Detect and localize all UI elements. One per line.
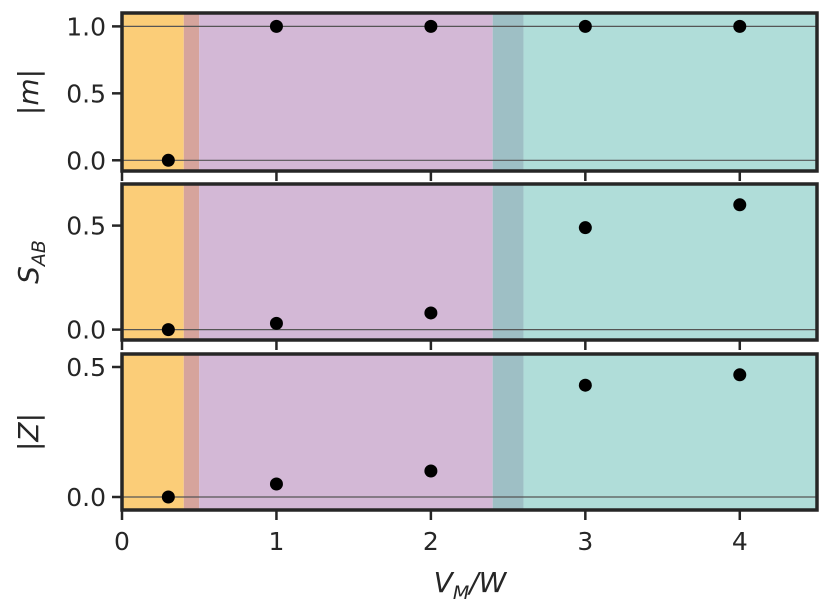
region-2 xyxy=(183,184,200,340)
x-tick-label: 1 xyxy=(268,527,284,556)
data-point xyxy=(161,153,175,167)
x-axis-label-main: V xyxy=(434,566,455,599)
data-point xyxy=(424,19,438,33)
data-point xyxy=(733,368,747,382)
y-axis-label-main: |Z| xyxy=(12,413,45,451)
y-axis-label: SAB xyxy=(12,240,50,284)
data-point xyxy=(161,323,175,337)
data-point xyxy=(733,198,747,212)
panel-frame xyxy=(120,11,819,173)
region-3 xyxy=(199,184,493,340)
x-tick-label: 4 xyxy=(732,527,748,556)
data-point xyxy=(578,19,592,33)
x-tick-label: 0 xyxy=(114,527,130,556)
data-point xyxy=(578,221,592,235)
data-point xyxy=(424,306,438,320)
region-5 xyxy=(523,184,817,340)
y-tick-label: 0.5 xyxy=(66,212,106,241)
region-4 xyxy=(492,184,524,340)
data-point xyxy=(424,464,438,478)
region-5 xyxy=(523,354,817,510)
y-axis-label: |Z| xyxy=(12,413,45,451)
y-tick-label: 0.0 xyxy=(66,146,106,175)
region-3 xyxy=(199,13,493,171)
region-3 xyxy=(199,354,493,510)
region-4 xyxy=(492,13,524,171)
panel-1: 0.0 0.5 1.0 |m| xyxy=(12,11,819,181)
y-axis-label: |m| xyxy=(12,69,45,115)
y-tick-label: 0.0 xyxy=(66,316,106,345)
panels-layer: 0.0 0.5 1.0 |m| 0.0 0.5 SAB 0.0 0.5 |Z| xyxy=(12,11,819,520)
region-1 xyxy=(122,13,184,171)
x-tick-label: 3 xyxy=(577,527,593,556)
data-point xyxy=(269,477,283,491)
panel-frame xyxy=(120,182,819,342)
y-tick-label: 0.0 xyxy=(66,483,106,512)
y-tick-label: 0.5 xyxy=(66,353,106,382)
y-axis-label-main: |m| xyxy=(12,69,45,115)
panel-frame xyxy=(120,352,819,512)
x-axis: 0 1 2 3 4 xyxy=(114,527,748,556)
region-1 xyxy=(122,184,184,340)
y-axis-label-main: S xyxy=(12,266,45,284)
x-axis-label-tail: /W xyxy=(466,566,507,599)
y-tick-label: 0.5 xyxy=(66,79,106,108)
data-point xyxy=(269,19,283,33)
y-tick-label: 1.0 xyxy=(66,12,106,41)
x-tick-label: 2 xyxy=(423,527,439,556)
region-2 xyxy=(183,354,200,510)
region-1 xyxy=(122,354,184,510)
data-point xyxy=(161,490,175,504)
y-axis-label-subscript: AB xyxy=(28,240,50,268)
panel-3: 0.0 0.5 |Z| xyxy=(12,352,819,520)
x-axis-label-subscript: M xyxy=(453,582,469,604)
panel-2: 0.0 0.5 SAB xyxy=(12,182,819,350)
region-4 xyxy=(492,354,524,510)
data-point xyxy=(269,316,283,330)
data-point xyxy=(733,19,747,33)
x-axis-label: VM/W xyxy=(434,566,508,604)
region-5 xyxy=(523,13,817,171)
region-2 xyxy=(183,13,200,171)
data-point xyxy=(578,378,592,392)
